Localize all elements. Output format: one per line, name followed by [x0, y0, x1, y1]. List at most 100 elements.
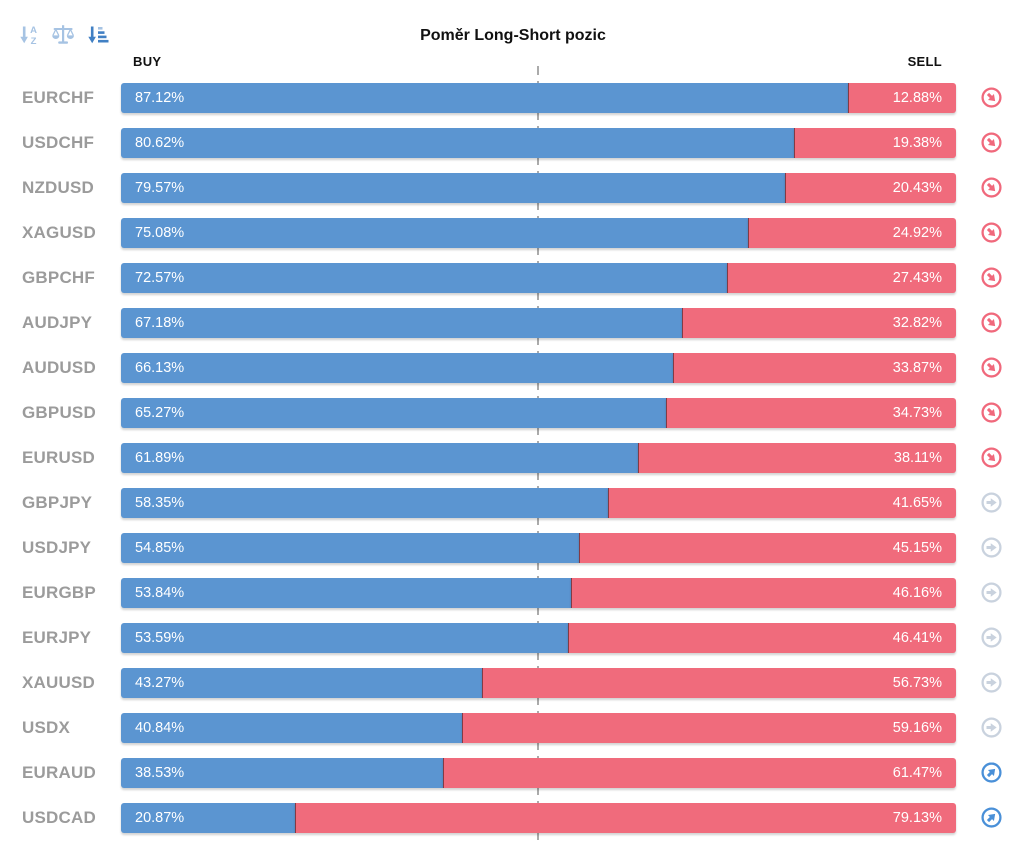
buy-segment[interactable]: 58.35% — [121, 487, 609, 518]
symbol-label: EURGBP — [22, 582, 96, 602]
chart-header: A Z — [0, 0, 1026, 75]
symbol-label: USDJPY — [22, 537, 92, 557]
sell-segment[interactable]: 32.82% — [681, 307, 956, 338]
ratio-bar: 79.57% 20.43% — [121, 172, 956, 203]
sell-value: 41.65% — [892, 494, 942, 511]
signal-icon[interactable] — [980, 536, 1003, 559]
sell-segment[interactable]: 56.73% — [482, 667, 956, 698]
ratio-bar: 67.18% 32.82% — [121, 307, 956, 338]
buy-value: 72.57% — [135, 269, 185, 286]
sell-segment[interactable]: 19.38% — [794, 127, 956, 158]
table-row: GBPJPY 58.35% 41.65% — [0, 480, 1026, 525]
sell-segment[interactable]: 61.47% — [442, 757, 956, 788]
buy-segment[interactable]: 72.57% — [121, 262, 727, 293]
buy-segment[interactable]: 20.87% — [121, 802, 296, 833]
signal-icon[interactable] — [980, 491, 1003, 514]
buy-segment[interactable]: 66.13% — [121, 352, 674, 383]
ratio-bar: 53.59% 46.41% — [121, 622, 956, 653]
symbol-label: USDX — [22, 717, 71, 737]
sort-alphabetical-icon[interactable]: A Z — [16, 22, 42, 48]
buy-segment[interactable]: 79.57% — [121, 172, 786, 203]
sell-value: 27.43% — [892, 269, 942, 286]
symbol-label: AUDJPY — [22, 312, 93, 332]
signal-icon[interactable] — [980, 716, 1003, 739]
ratio-bar: 20.87% 79.13% — [121, 802, 956, 833]
rows: EURCHF 87.12% 12.88% USDCHF 80.62% — [0, 75, 1026, 840]
table-row: GBPUSD 65.27% 34.73% — [0, 390, 1026, 435]
signal-cell — [956, 131, 1026, 154]
sell-segment[interactable]: 12.88% — [848, 82, 956, 113]
sort-toolbar: A Z — [16, 22, 110, 48]
buy-segment[interactable]: 75.08% — [121, 217, 748, 248]
sell-value: 34.73% — [892, 404, 942, 421]
sort-amount-icon[interactable] — [84, 22, 110, 48]
signal-icon[interactable] — [980, 446, 1003, 469]
sell-segment[interactable]: 46.41% — [568, 622, 956, 653]
ratio-bar: 61.89% 38.11% — [121, 442, 956, 473]
sell-segment[interactable]: 46.16% — [570, 577, 956, 608]
signal-icon[interactable] — [980, 311, 1003, 334]
table-row: XAGUSD 75.08% 24.92% — [0, 210, 1026, 255]
buy-value: 54.85% — [135, 539, 185, 556]
buy-segment[interactable]: 67.18% — [121, 307, 682, 338]
buy-value: 67.18% — [135, 314, 185, 331]
sell-value: 20.43% — [892, 179, 942, 196]
buy-segment[interactable]: 54.85% — [121, 532, 579, 563]
sell-segment[interactable]: 41.65% — [608, 487, 956, 518]
symbol-label: USDCHF — [22, 132, 95, 152]
sell-value: 61.47% — [892, 764, 942, 781]
ratio-bar: 75.08% 24.92% — [121, 217, 956, 248]
sell-value: 33.87% — [892, 359, 942, 376]
ratio-bar: 54.85% 45.15% — [121, 532, 956, 563]
sell-segment[interactable]: 45.15% — [578, 532, 956, 563]
sell-segment[interactable]: 24.92% — [747, 217, 956, 248]
ratio-bar: 38.53% 61.47% — [121, 757, 956, 788]
symbol-label: USDCAD — [22, 807, 96, 827]
sell-value: 32.82% — [892, 314, 942, 331]
table-row: EURGBP 53.84% 46.16% — [0, 570, 1026, 615]
signal-icon[interactable] — [980, 131, 1003, 154]
buy-value: 43.27% — [135, 674, 185, 691]
buy-segment[interactable]: 53.84% — [121, 577, 571, 608]
sell-segment[interactable]: 20.43% — [785, 172, 956, 203]
table-row: NZDUSD 79.57% 20.43% — [0, 165, 1026, 210]
table-row: USDCHF 80.62% 19.38% — [0, 120, 1026, 165]
buy-segment[interactable]: 65.27% — [121, 397, 666, 428]
sell-segment[interactable]: 79.13% — [295, 802, 956, 833]
sell-segment[interactable]: 38.11% — [637, 442, 956, 473]
signal-icon[interactable] — [980, 86, 1003, 109]
signal-icon[interactable] — [980, 356, 1003, 379]
sell-segment[interactable]: 33.87% — [673, 352, 956, 383]
buy-value: 75.08% — [135, 224, 185, 241]
buy-segment[interactable]: 40.84% — [121, 712, 462, 743]
signal-cell — [956, 761, 1026, 784]
signal-icon[interactable] — [980, 176, 1003, 199]
sell-value: 12.88% — [892, 89, 942, 106]
signal-icon[interactable] — [980, 671, 1003, 694]
sell-segment[interactable]: 59.16% — [462, 712, 956, 743]
buy-segment[interactable]: 61.89% — [121, 442, 638, 473]
buy-segment[interactable]: 80.62% — [121, 127, 795, 158]
buy-segment[interactable]: 43.27% — [121, 667, 483, 698]
table-row: AUDUSD 66.13% 33.87% — [0, 345, 1026, 390]
signal-icon[interactable] — [980, 401, 1003, 424]
signal-icon[interactable] — [980, 221, 1003, 244]
signal-icon[interactable] — [980, 761, 1003, 784]
symbol-label: GBPUSD — [22, 402, 96, 422]
buy-segment[interactable]: 53.59% — [121, 622, 569, 653]
signal-icon[interactable] — [980, 626, 1003, 649]
buy-segment[interactable]: 87.12% — [121, 82, 849, 113]
signal-icon[interactable] — [980, 266, 1003, 289]
balance-scale-icon[interactable] — [50, 22, 76, 48]
buy-segment[interactable]: 38.53% — [121, 757, 443, 788]
sell-segment[interactable]: 34.73% — [666, 397, 956, 428]
table-row: USDCAD 20.87% 79.13% — [0, 795, 1026, 840]
signal-icon[interactable] — [980, 581, 1003, 604]
table-row: USDX 40.84% 59.16% — [0, 705, 1026, 750]
table-row: EURCHF 87.12% 12.88% — [0, 75, 1026, 120]
sell-segment[interactable]: 27.43% — [726, 262, 956, 293]
ratio-bar: 58.35% 41.65% — [121, 487, 956, 518]
table-row: USDJPY 54.85% 45.15% — [0, 525, 1026, 570]
signal-icon[interactable] — [980, 806, 1003, 829]
